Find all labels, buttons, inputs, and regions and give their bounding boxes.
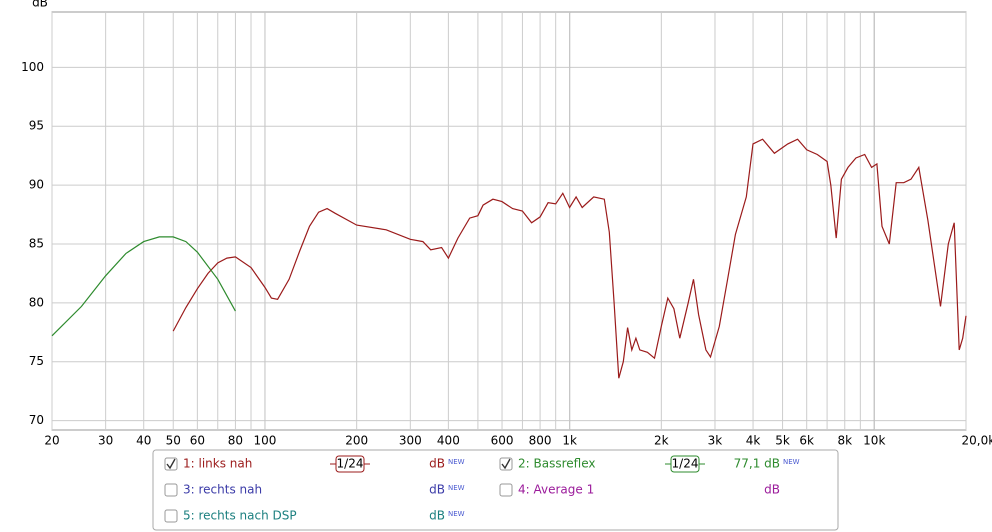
x-tick-label: 1k: [562, 434, 577, 448]
smoothing-label: 1/24: [672, 457, 699, 471]
measurement-name: 5: rechts nach DSP: [183, 509, 297, 523]
x-tick-label: 300: [399, 434, 422, 448]
measurement-name: 1: links nah: [183, 457, 252, 471]
y-tick-label: 85: [29, 236, 44, 250]
smoothing-box[interactable]: [670, 455, 700, 473]
x-tick-label: 30: [98, 434, 113, 448]
level-label: dB: [764, 483, 780, 497]
x-tick-label: 40: [136, 434, 151, 448]
data-line: [51, 236, 236, 337]
x-tick-label: 600: [491, 434, 514, 448]
data-line: [172, 138, 967, 379]
x-tick-label: 50: [166, 434, 181, 448]
y-tick-label: 95: [29, 119, 44, 133]
x-tick-label: 400: [437, 434, 460, 448]
y-tick-label: 70: [29, 413, 44, 427]
level-label: dB: [429, 509, 445, 523]
measurement-name: 3: rechts nah: [183, 483, 262, 497]
x-tick-label: 100: [253, 434, 276, 448]
y-axis-label: dB: [32, 0, 48, 10]
level-label: 77,1 dB: [734, 457, 780, 471]
checkbox[interactable]: [164, 483, 178, 497]
x-tick-label: 4k: [746, 434, 761, 448]
level-label: dB: [429, 483, 445, 497]
y-tick-label: 80: [29, 295, 44, 309]
x-tick-label: 8k: [837, 434, 852, 448]
new-tag: NEW: [783, 458, 800, 466]
checkmark: [501, 458, 511, 470]
x-tick-label: 800: [529, 434, 552, 448]
new-tag: NEW: [448, 510, 465, 518]
checkbox[interactable]: [499, 483, 513, 497]
y-tick-label: 75: [29, 354, 44, 368]
measurement-name: 2: Bassreflex: [518, 457, 595, 471]
x-tick-label: 3k: [708, 434, 723, 448]
x-tick-label: 80: [228, 434, 243, 448]
x-tick-label: 20: [44, 434, 59, 448]
new-tag: NEW: [448, 458, 465, 466]
new-tag: NEW: [448, 484, 465, 492]
x-tick-label: 6k: [799, 434, 814, 448]
level-label: dB: [429, 457, 445, 471]
smoothing-box[interactable]: [335, 455, 365, 473]
checkbox[interactable]: [164, 509, 178, 523]
y-tick-label: 100: [21, 60, 44, 74]
y-tick-label: 90: [29, 178, 44, 192]
x-tick-label: 60: [190, 434, 205, 448]
checkmark: [166, 458, 176, 470]
x-tick-label: 20,0kHz: [962, 434, 992, 448]
plot-area: [51, 11, 967, 431]
x-tick-label: 200: [345, 434, 368, 448]
x-tick-label: 2k: [654, 434, 669, 448]
x-tick-label: 5k: [775, 434, 790, 448]
measurement-name: 4: Average 1: [518, 483, 594, 497]
smoothing-label: 1/24: [337, 457, 364, 471]
x-tick-label: 10k: [863, 434, 885, 448]
legend-panel: [152, 449, 839, 531]
